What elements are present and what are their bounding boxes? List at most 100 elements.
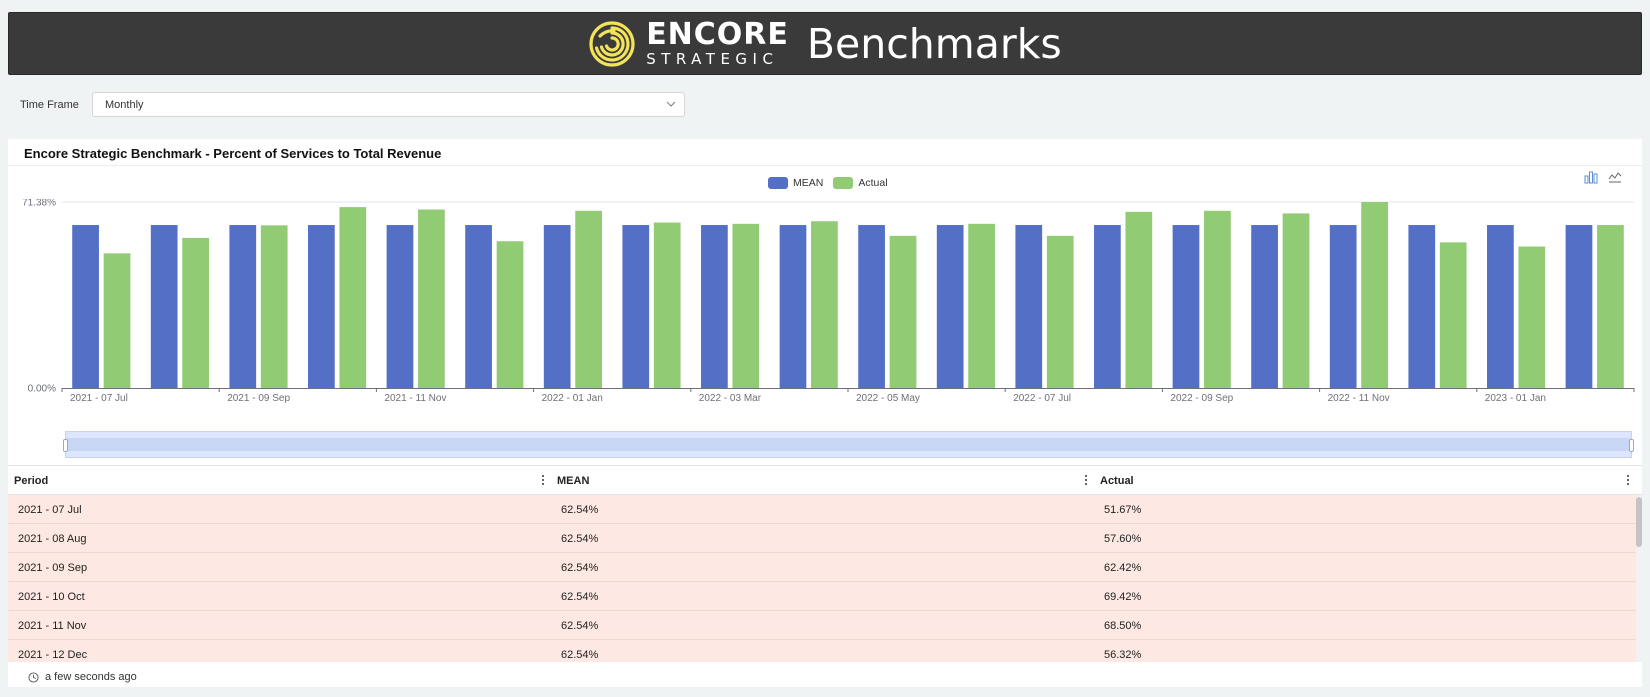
zoom-handle-left[interactable] — [63, 439, 68, 452]
bar-actual[interactable] — [1204, 210, 1231, 388]
table-cell-mean: 62.54% — [561, 562, 599, 574]
bar-mean[interactable] — [1094, 225, 1121, 388]
bar-actual[interactable] — [575, 210, 602, 388]
bar-actual[interactable] — [1046, 235, 1074, 388]
bar-actual[interactable] — [1125, 211, 1153, 388]
bar-actual[interactable] — [1439, 242, 1467, 388]
table-row[interactable]: 2021 - 12 Dec 62.54% 56.32% — [8, 640, 1642, 662]
y-tick-label: 71.38% — [22, 199, 56, 209]
bar-mean[interactable] — [229, 225, 257, 388]
chart-title: Encore Strategic Benchmark - Percent of … — [24, 146, 442, 161]
bar-mean[interactable] — [1487, 225, 1514, 388]
x-tick-label: 2021 - 07 Jul — [70, 393, 128, 404]
table-cell-period: 2021 - 07 Jul — [18, 504, 82, 516]
bar-mean[interactable] — [858, 225, 885, 388]
table-cell-period: 2021 - 09 Sep — [18, 562, 88, 574]
data-zoom-slider[interactable] — [63, 431, 1634, 458]
legend-label-mean: MEAN — [793, 177, 824, 189]
table-row[interactable]: 2021 - 09 Sep 62.54% 62.42% — [8, 553, 1642, 582]
table-cell-actual: 69.42% — [1104, 591, 1142, 603]
bar-actual[interactable] — [968, 223, 995, 388]
time-frame-select[interactable]: Monthly — [92, 92, 685, 117]
table-cell-mean: 62.54% — [561, 504, 599, 516]
divider — [8, 165, 1642, 166]
bar-actual[interactable] — [889, 235, 917, 388]
bar-mean[interactable] — [308, 225, 335, 388]
table-row[interactable]: 2021 - 10 Oct 62.54% 69.42% — [8, 582, 1642, 611]
x-tick-label: 2023 - 01 Jan — [1485, 393, 1546, 404]
x-tick-label: 2022 - 07 Jul — [1013, 393, 1071, 404]
table-header: Period MEAN Actual — [8, 466, 1642, 495]
bar-mean[interactable] — [936, 225, 964, 388]
x-tick-label: 2022 - 03 Mar — [699, 393, 762, 404]
brand-subname: STRATEGIC — [646, 49, 779, 68]
bar-actual[interactable] — [732, 223, 760, 388]
table-cell-actual: 56.32% — [1104, 649, 1142, 661]
bar-actual[interactable] — [1282, 213, 1310, 388]
bar-actual[interactable] — [339, 207, 367, 388]
table-scrollbar[interactable] — [1636, 495, 1642, 662]
bar-mean[interactable] — [386, 225, 414, 388]
table-cell-actual: 51.67% — [1104, 504, 1142, 516]
table-cell-mean: 62.54% — [561, 620, 599, 632]
bar-mean[interactable] — [72, 225, 99, 388]
chart-legend: MEAN Actual — [768, 177, 898, 189]
table-cell-actual: 62.42% — [1104, 562, 1142, 574]
logo: ENCORE STRATEGIC — [588, 16, 807, 68]
bar-mean[interactable] — [1408, 225, 1436, 388]
bar-actual[interactable] — [418, 209, 445, 388]
bar-mean[interactable] — [1565, 225, 1593, 388]
column-header-actual[interactable]: Actual — [1094, 466, 1636, 494]
table-cell-mean: 62.54% — [561, 649, 599, 661]
column-header-period[interactable]: Period — [8, 466, 551, 494]
bar-mean[interactable] — [622, 225, 650, 388]
bar-actual[interactable] — [1518, 246, 1546, 388]
column-header-mean[interactable]: MEAN — [551, 466, 1094, 494]
bar-actual[interactable] — [1597, 225, 1624, 388]
bar-mean[interactable] — [1329, 225, 1357, 388]
bar-actual[interactable] — [103, 253, 131, 388]
scrollbar-thumb[interactable] — [1636, 497, 1642, 547]
table-body: 2021 - 07 Jul 62.54% 51.67% 2021 - 08 Aug 62… — [8, 495, 1642, 662]
legend-item-mean[interactable]: MEAN — [768, 177, 823, 189]
bar-chart-icon[interactable] — [1584, 170, 1598, 184]
column-menu-icon[interactable] — [541, 474, 545, 486]
table-row[interactable]: 2021 - 11 Nov 62.54% 68.50% — [8, 611, 1642, 640]
chevron-down-icon — [666, 101, 676, 107]
table-cell-period: 2021 - 11 Nov — [18, 620, 87, 632]
time-frame-value: Monthly — [105, 99, 144, 111]
legend-label-actual: Actual — [858, 177, 888, 189]
line-chart-icon[interactable] — [1608, 170, 1622, 184]
bar-mean[interactable] — [465, 225, 492, 388]
bar-mean[interactable] — [779, 225, 807, 388]
legend-item-actual[interactable]: Actual — [833, 177, 888, 189]
legend-swatch-mean — [768, 177, 788, 189]
benchmark-panel: Encore Strategic Benchmark - Percent of … — [8, 139, 1642, 687]
bar-actual[interactable] — [811, 221, 838, 388]
bar-mean[interactable] — [701, 225, 728, 388]
x-tick-label: 2021 - 09 Sep — [227, 393, 290, 404]
bar-chart: 71.38% 0.00% 2021 - 07 Jul 2021 - 09 Sep 202… — [22, 199, 1635, 404]
brand-name: ENCORE — [646, 16, 789, 52]
column-menu-icon[interactable] — [1626, 474, 1630, 486]
bar-actual[interactable] — [182, 237, 209, 388]
column-menu-icon[interactable] — [1084, 474, 1088, 486]
bar-actual[interactable] — [496, 241, 524, 388]
x-tick-label: 2022 - 09 Sep — [1170, 393, 1233, 404]
x-tick-label: 2022 - 11 Nov — [1328, 393, 1390, 404]
zoom-handle-right[interactable] — [1629, 439, 1634, 452]
bar-mean[interactable] — [1172, 225, 1200, 388]
x-tick-label: 2022 - 01 Jan — [542, 393, 603, 404]
table-cell-period: 2021 - 10 Oct — [18, 591, 85, 603]
bar-actual[interactable] — [260, 225, 288, 388]
bar-actual[interactable] — [1361, 202, 1388, 388]
x-tick-label: 2021 - 11 Nov — [384, 393, 446, 404]
table-row[interactable]: 2021 - 07 Jul 62.54% 51.67% — [8, 495, 1642, 524]
table-row[interactable]: 2021 - 08 Aug 62.54% 57.60% — [8, 524, 1642, 553]
bar-mean[interactable] — [543, 225, 571, 388]
bar-mean[interactable] — [150, 225, 178, 388]
bar-actual[interactable] — [653, 222, 681, 388]
table-cell-mean: 62.54% — [561, 533, 599, 545]
bar-mean[interactable] — [1251, 225, 1278, 388]
bar-mean[interactable] — [1015, 225, 1043, 388]
